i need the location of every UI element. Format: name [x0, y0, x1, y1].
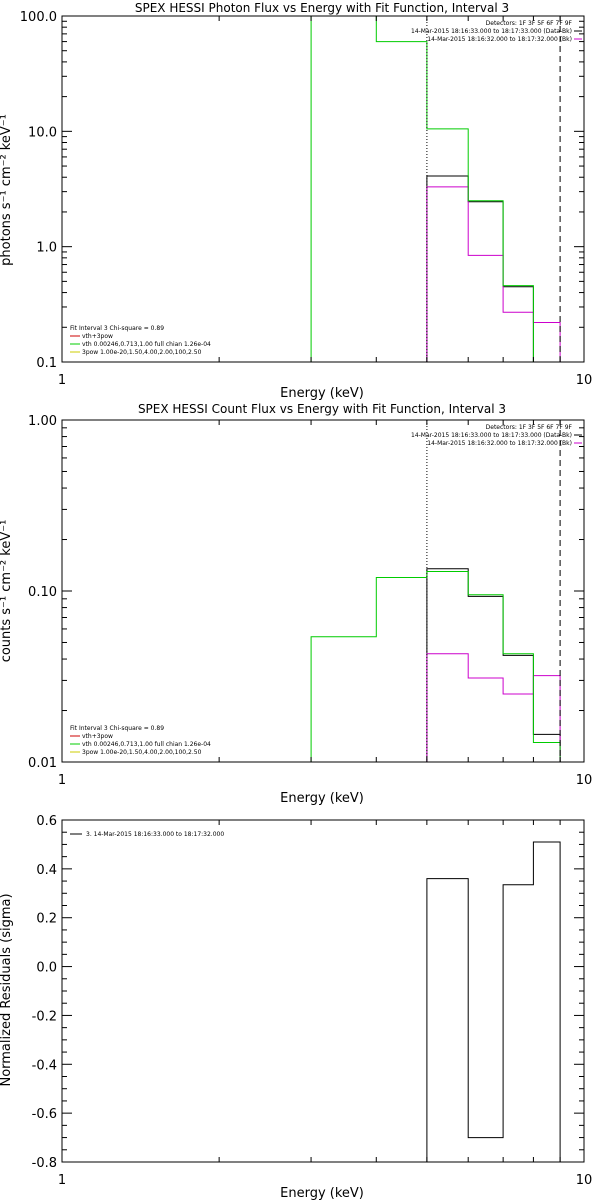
xtick-label: 1 — [58, 773, 66, 788]
legend-entry: 14-Mar-2015 18:16:33.000 to 18:17:33.000… — [411, 28, 572, 35]
xtick-label: 10 — [576, 373, 593, 388]
legend-entry: 14-Mar-2015 18:16:33.000 to 18:17:33.000… — [411, 432, 572, 439]
panel-2-series — [310, 568, 561, 762]
panel-1-frame — [61, 15, 585, 363]
ytick-label: 1.00 — [28, 414, 57, 429]
legend-entry: Detectors: 1F 3F 5F 6F 7F 9F — [486, 20, 573, 27]
series-1-1 — [426, 653, 561, 762]
panel-2-frame — [61, 419, 585, 763]
panel-3-series — [426, 841, 561, 1162]
panel-3-frame — [61, 819, 585, 1163]
series-2-0 — [426, 841, 561, 1162]
ytick-label: -0.2 — [32, 1009, 57, 1024]
legend-entry: Fit Interval 3 Chi-square = 0.89 — [70, 725, 164, 732]
legend-entry: 3. 14-Mar-2015 18:16:33.000 to 18:17:32.… — [86, 831, 224, 838]
panel-1-series — [310, 16, 561, 362]
panel-3-ylabel: Normalized Residuals (sigma) — [0, 893, 14, 1086]
panel-2-vlines — [426, 420, 561, 762]
legend-entry: Detectors: 1F 3F 5F 6F 7F 9F — [486, 424, 573, 431]
legend-entry: vth+3pow — [82, 333, 113, 340]
panel-photon-flux: SPEX HESSI Photon Flux vs Energy with Fi… — [0, 1, 592, 401]
panel-1-title: SPEX HESSI Photon Flux vs Energy with Fi… — [135, 1, 509, 15]
panel-1-ylabel: photons s⁻¹ cm⁻² keV⁻¹ — [0, 114, 14, 266]
ytick-label: 0.6 — [36, 814, 57, 829]
ytick-label: -0.6 — [32, 1107, 57, 1122]
panel-1-ticks: 1 10 0.1 1.0 10.0 100.0 — [20, 10, 592, 388]
panel-1-xlabel: Energy (keV) — [280, 386, 364, 401]
series-1-2 — [310, 571, 561, 762]
legend-entry: 14-Mar-2015 18:16:32.000 to 18:17:32.000… — [427, 36, 572, 43]
ytick-label: 1.0 — [36, 241, 57, 256]
ytick-label: 0.0 — [36, 961, 57, 976]
legend-entry: 3pow 1.00e-20,1.50,4.00,2.00,100,2.50 — [82, 349, 202, 356]
ytick-label: 0.1 — [36, 356, 57, 371]
panel-2-title: SPEX HESSI Count Flux vs Energy with Fit… — [138, 402, 506, 416]
series-0-0 — [426, 175, 561, 362]
panel-2-xlabel: Energy (keV) — [280, 791, 364, 806]
panel-3-xlabel: Energy (keV) — [280, 1186, 364, 1200]
legend-entry: Fit Interval 3 Chi-square = 0.89 — [70, 325, 164, 332]
panel-1-vlines — [426, 16, 561, 362]
ytick-label: 10.0 — [28, 125, 57, 140]
ytick-label: 0.2 — [36, 912, 57, 927]
series-1-0 — [426, 568, 561, 762]
panel-2-legends: Detectors: 1F 3F 5F 6F 7F 9F14-Mar-2015 … — [70, 424, 582, 756]
xtick-label: 1 — [58, 373, 66, 388]
panel-2-ticks: 1 10 0.01 0.10 1.00 — [28, 414, 592, 788]
panel-count-flux: SPEX HESSI Count Flux vs Energy with Fit… — [0, 402, 592, 806]
legend-entry: vth 0.00246,0.713,1.00 full chian 1.26e-… — [82, 741, 211, 748]
ytick-label: 0.4 — [36, 863, 57, 878]
legend-entry: vth 0.00246,0.713,1.00 full chian 1.26e-… — [82, 341, 211, 348]
xtick-label: 1 — [58, 1173, 66, 1188]
legend-entry: 3pow 1.00e-20,1.50,4.00,2.00,100,2.50 — [82, 749, 202, 756]
series-0-1 — [426, 186, 561, 362]
ytick-label: 100.0 — [20, 10, 57, 25]
legend-entry: vth+3pow — [82, 733, 113, 740]
panel-1-legends: Detectors: 1F 3F 5F 6F 7F 9F14-Mar-2015 … — [70, 20, 582, 356]
xtick-label: 10 — [576, 1173, 593, 1188]
ytick-label: 0.01 — [28, 756, 57, 771]
panel-3-ticks: 1 10 -0.8 -0.6 -0.4 -0.2 0.0 0.2 0.4 0.6 — [32, 814, 593, 1188]
panel-3-legends: 3. 14-Mar-2015 18:16:33.000 to 18:17:32.… — [70, 831, 224, 838]
panel-2-ylabel: counts s⁻¹ cm⁻² keV⁻¹ — [0, 520, 14, 663]
xtick-label: 10 — [576, 773, 593, 788]
ytick-label: -0.4 — [32, 1058, 57, 1073]
series-0-2 — [310, 16, 561, 362]
ytick-label: 0.10 — [28, 585, 57, 600]
ytick-label: -0.8 — [32, 1156, 57, 1171]
panel-residuals: 1 10 -0.8 -0.6 -0.4 -0.2 0.0 0.2 0.4 0.6 3. 14-Ma… — [0, 814, 592, 1200]
legend-entry: 14-Mar-2015 18:16:32.000 to 18:17:32.000… — [427, 440, 572, 447]
